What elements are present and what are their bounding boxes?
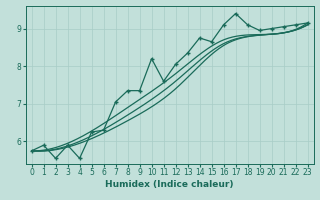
X-axis label: Humidex (Indice chaleur): Humidex (Indice chaleur) (105, 180, 234, 189)
